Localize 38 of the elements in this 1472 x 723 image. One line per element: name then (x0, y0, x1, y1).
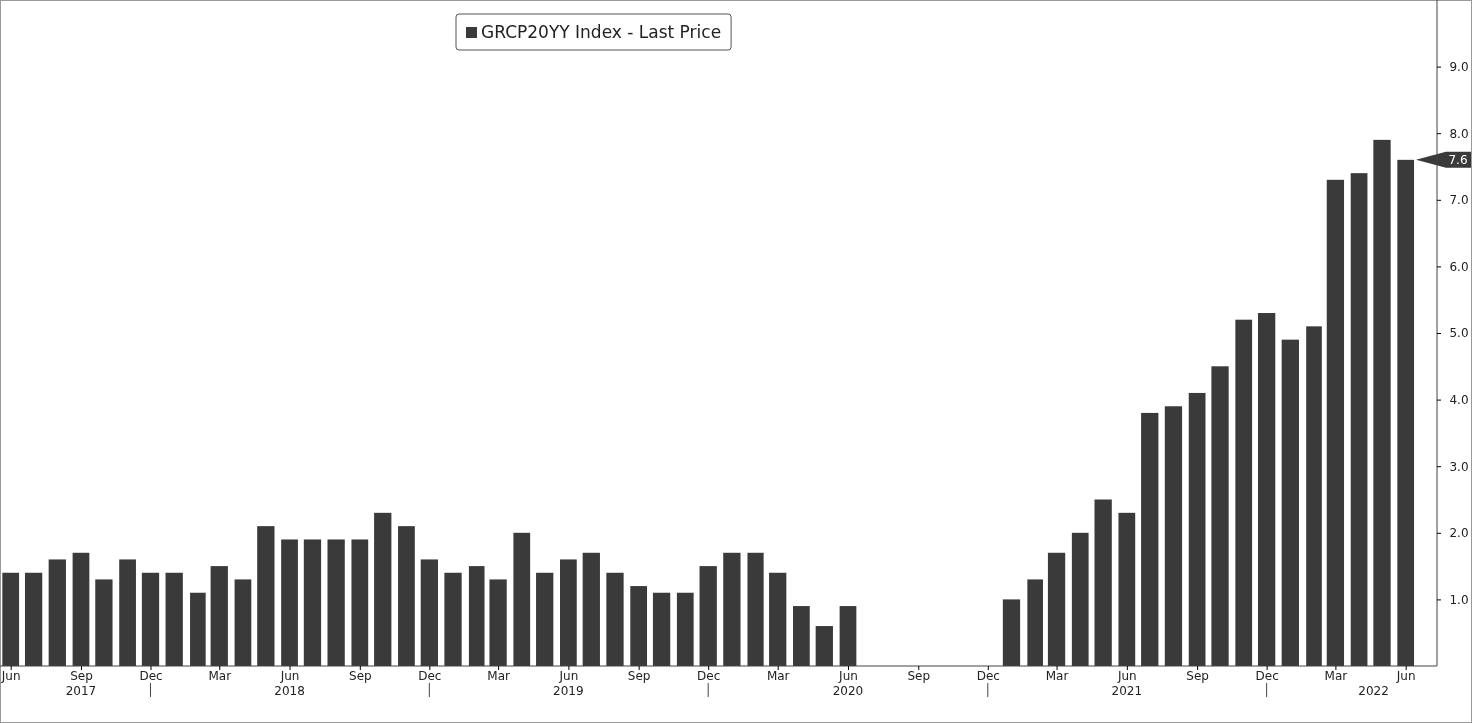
y-tick-label: 2.0 (1449, 526, 1469, 541)
x-tick-label: Dec (139, 669, 163, 684)
x-tick-label: Dec (697, 669, 721, 684)
y-tick-label: 9.0 (1449, 59, 1469, 74)
x2-tick-label: 2021 (1111, 684, 1143, 698)
y-tick-label: 6.0 (1449, 259, 1469, 274)
x-tick-label: Jun (1116, 669, 1137, 684)
x-tick-label: Jun (0, 669, 21, 684)
legend-label: GRCP20YY Index - Last Price (481, 22, 722, 42)
x-tick-label: Sep (349, 669, 372, 684)
x2-tick-label: 2017 (65, 684, 97, 698)
x-tick-label: Dec (1255, 669, 1279, 684)
y-tick-label: 7.0 (1449, 193, 1469, 208)
x-tick-label: Mar (208, 669, 232, 684)
x-tick-label: Jun (558, 669, 579, 684)
y-tick-label: 4.0 (1449, 392, 1469, 407)
x-tick-label: Dec (418, 669, 442, 684)
y-tick-label: 8.0 (1449, 126, 1469, 141)
y-tick-label: 5.0 (1449, 326, 1469, 341)
x2-tick-label: 2019 (553, 684, 584, 698)
x2-tick-label: 2022 (1358, 684, 1389, 698)
y-tick-label: 3.0 (1449, 459, 1469, 474)
x-tick-label: Sep (627, 669, 651, 684)
x-tick-label: Dec (976, 669, 1000, 684)
x-tick-label: Sep (1186, 669, 1209, 684)
x-tick-label: Mar (1324, 669, 1348, 684)
x-tick-label: Sep (70, 669, 93, 684)
x2-tick-label: 2020 (832, 684, 864, 698)
x-tick-label: Jun (1395, 669, 1416, 684)
x-tick-label: Mar (1045, 669, 1069, 684)
x2-tick-label: 2018 (274, 684, 305, 698)
y-tick-label: 1.0 (1449, 592, 1469, 607)
data-label: 7.6 (1448, 152, 1468, 167)
x-tick-label: Jun (838, 669, 858, 684)
x-tick-label: Jun (279, 669, 300, 684)
x-tick-label: Sep (907, 669, 931, 684)
x-tick-label: Mar (766, 669, 790, 684)
x-tick-label: Mar (487, 669, 510, 684)
